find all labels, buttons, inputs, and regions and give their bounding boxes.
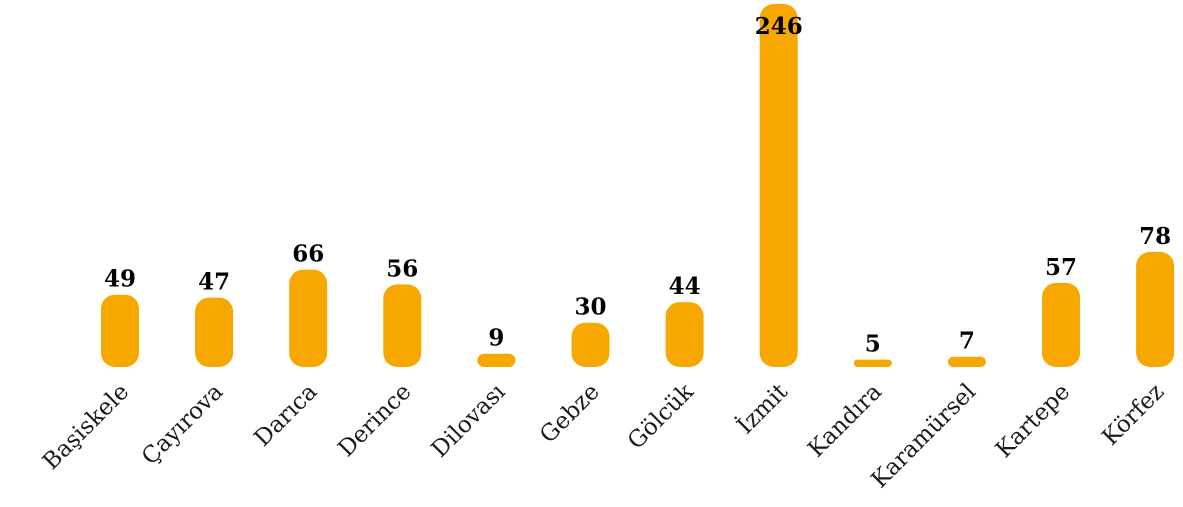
bar-karamursel [947, 356, 986, 367]
bar-derince [383, 284, 422, 367]
bar-cayirova [195, 297, 234, 367]
bar-dilovasi [477, 353, 516, 367]
category-labels-group: Başiskele Çayırova Darıca Derince Dilovası Ge… [38, 378, 1169, 494]
value-label-cayirova: 47 [198, 269, 230, 296]
bar-golcuk [665, 302, 704, 367]
value-label-dilovasi: 9 [488, 325, 504, 352]
bar-gebze [571, 322, 610, 367]
value-label-derince: 56 [386, 255, 418, 282]
category-label-gebze: Gebze [535, 379, 605, 449]
bars-group [101, 4, 1175, 367]
value-label-kartepe: 57 [1045, 254, 1077, 281]
value-label-kandira: 5 [865, 331, 881, 358]
value-label-basiskele: 49 [104, 266, 136, 293]
bar-kartepe [1042, 282, 1080, 367]
bar-korfez [1136, 251, 1175, 367]
category-label-derince: Derince [333, 379, 416, 462]
category-label-basiskele: Başiskele [38, 379, 134, 475]
category-label-izmit: İzmit [732, 378, 794, 440]
category-label-golcuk: Gölcük [623, 378, 700, 455]
value-label-izmit: 246 [755, 13, 803, 40]
value-label-gebze: 30 [574, 294, 606, 321]
value-label-korfez: 78 [1139, 223, 1171, 250]
bar-basiskele [101, 294, 139, 367]
bar-kandira [853, 359, 892, 367]
category-label-korfez: Körfez [1097, 379, 1169, 451]
category-label-darica: Darıca [250, 379, 323, 452]
value-label-darica: 66 [292, 241, 324, 268]
category-label-kandira: Kandıra [803, 379, 887, 463]
category-label-kartepe: Kartepe [991, 379, 1075, 463]
bar-darica [289, 269, 328, 367]
value-label-karamursel: 7 [959, 328, 975, 355]
category-label-dilovasi: Dilovası [427, 379, 511, 463]
value-label-golcuk: 44 [669, 273, 701, 300]
bar-izmit [759, 4, 798, 367]
category-label-cayirova: Çayırova [137, 379, 229, 471]
